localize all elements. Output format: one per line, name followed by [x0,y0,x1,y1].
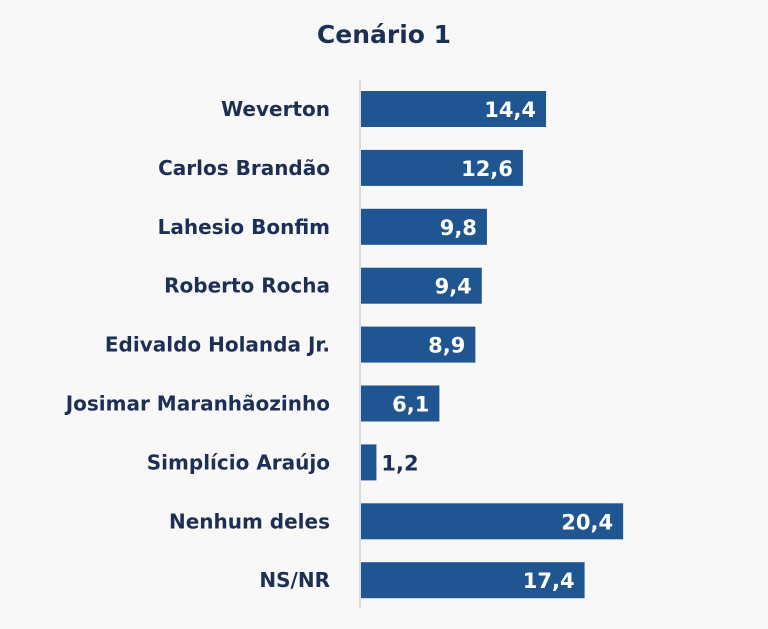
value-label: 17,4 [523,569,575,593]
bar [361,326,476,363]
category-label: Nenhum deles [169,509,330,533]
category-label: Lahesio Bonfim [158,215,330,239]
category-label: Edivaldo Holanda Jr. [105,333,330,357]
bar [361,444,377,481]
category-label: Josimar Maranhãozinho [64,392,330,416]
value-label: 12,6 [461,157,513,181]
value-label: 9,4 [435,275,472,299]
bar [361,149,523,186]
category-label: Roberto Rocha [164,274,330,298]
chart-title: Cenário 1 [316,20,452,49]
bar [361,385,440,422]
value-label: 1,2 [381,451,418,475]
category-label: Carlos Brandão [158,156,330,180]
bar [361,562,585,599]
category-label: NS/NR [259,568,330,592]
bar [361,267,482,304]
bar [361,91,547,127]
category-label: Simplício Araújo [147,450,330,474]
value-label: 20,4 [561,510,613,534]
category-label: Weverton [221,97,330,121]
value-label: 9,8 [440,216,477,240]
bar [361,208,487,245]
value-label: 14,4 [484,98,536,122]
value-label: 6,1 [392,393,429,417]
bar [361,503,624,540]
value-label: 8,9 [428,334,465,358]
